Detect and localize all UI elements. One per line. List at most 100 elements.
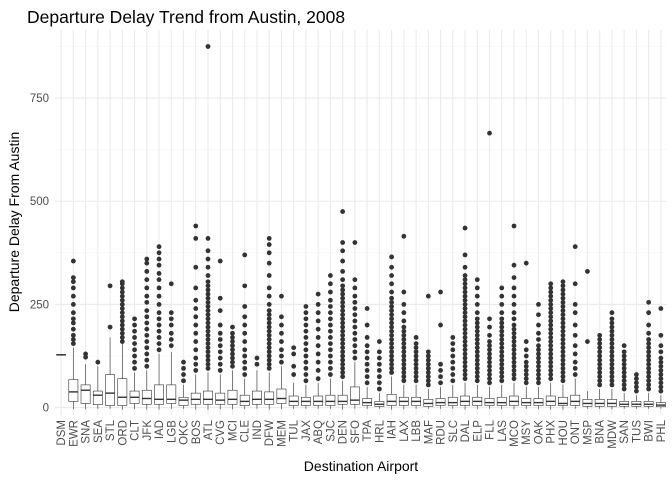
outlier-point	[279, 314, 284, 320]
outlier-point	[413, 335, 419, 340]
outlier-point	[462, 376, 468, 382]
x-tick-label: RDU	[436, 420, 448, 445]
outlier-point	[156, 328, 162, 334]
outlier-point	[413, 365, 419, 371]
outlier-point	[413, 357, 419, 363]
outlier-point	[487, 343, 492, 349]
outlier-point	[572, 372, 578, 377]
outlier-point	[523, 368, 529, 373]
box-san	[619, 343, 630, 409]
outlier-point	[401, 289, 407, 295]
outlier-point	[646, 322, 652, 328]
outlier-point	[205, 248, 211, 254]
outlier-point	[658, 355, 664, 361]
outlier-point	[217, 349, 223, 355]
outlier-point	[205, 44, 211, 49]
outlier-point	[389, 349, 394, 355]
box-mci	[227, 324, 238, 410]
outlier-point	[340, 349, 346, 355]
outlier-point	[511, 372, 517, 377]
x-tick-label: JAX	[301, 420, 313, 441]
outlier-point	[168, 322, 174, 328]
outlier-point	[597, 345, 603, 351]
outlier-point	[119, 310, 125, 316]
outlier-point	[658, 388, 664, 394]
outlier-point	[364, 368, 370, 373]
box-sea	[92, 359, 103, 409]
box-iqr	[496, 396, 507, 406]
outlier-point	[487, 351, 492, 357]
outlier-point	[266, 357, 272, 363]
outlier-point	[132, 359, 137, 365]
box-iqr	[166, 384, 177, 404]
outlier-point	[425, 357, 431, 363]
outlier-point	[523, 380, 529, 386]
outlier-point	[499, 332, 505, 338]
outlier-point	[376, 374, 382, 380]
x-tick-label: IAD	[154, 420, 166, 439]
outlier-point	[646, 310, 652, 316]
outlier-point	[70, 310, 76, 316]
outlier-point	[462, 289, 468, 295]
outlier-point	[474, 328, 480, 334]
outlier-point	[609, 310, 615, 316]
outlier-point	[230, 330, 235, 336]
y-tick-label: 500	[30, 196, 49, 208]
box-bna	[594, 332, 605, 409]
outlier-point	[548, 351, 554, 357]
x-tick-label: SNA	[81, 420, 93, 444]
x-tick-label: MAF	[423, 420, 435, 444]
outlier-point	[658, 376, 664, 382]
outlier-point	[536, 359, 541, 365]
outlier-point	[597, 370, 603, 375]
outlier-point	[523, 347, 529, 353]
outlier-point	[646, 330, 652, 336]
outlier-point	[328, 316, 333, 322]
outlier-point	[462, 351, 468, 357]
outlier-point	[193, 297, 199, 303]
outlier-point	[487, 347, 492, 353]
outlier-point	[658, 372, 664, 377]
outlier-point	[242, 330, 248, 336]
outlier-point	[560, 349, 566, 355]
outlier-point	[560, 295, 566, 301]
outlier-point	[474, 374, 480, 380]
outlier-point	[609, 341, 615, 347]
outlier-point	[230, 363, 235, 369]
outlier-point	[242, 372, 248, 377]
outlier-point	[266, 308, 272, 314]
outlier-point	[389, 337, 394, 342]
outlier-point	[450, 341, 456, 347]
outlier-point	[364, 374, 370, 380]
box-sjc	[325, 273, 336, 409]
outlier-point	[499, 378, 505, 384]
outlier-point	[462, 252, 468, 258]
outlier-point	[193, 347, 199, 353]
x-tick-label: ELP	[472, 420, 484, 442]
box-den	[337, 209, 348, 410]
outlier-point	[315, 343, 321, 349]
outlier-point	[548, 359, 554, 365]
outlier-point	[279, 359, 284, 365]
box-cle	[239, 252, 250, 410]
outlier-point	[462, 330, 468, 336]
outlier-point	[340, 316, 346, 322]
outlier-point	[193, 368, 199, 373]
outlier-point	[487, 339, 492, 344]
outlier-point	[205, 304, 211, 309]
outlier-point	[266, 328, 272, 334]
box-rdu	[435, 289, 446, 409]
outlier-point	[523, 363, 529, 369]
outlier-point	[609, 324, 615, 330]
outlier-point	[646, 299, 652, 305]
outlier-point	[144, 332, 150, 338]
outlier-point	[438, 380, 443, 386]
outlier-point	[205, 320, 211, 326]
outlier-point	[132, 322, 137, 328]
outlier-point	[279, 293, 284, 299]
outlier-point	[389, 328, 394, 334]
outlier-point	[389, 264, 394, 270]
outlier-point	[205, 324, 211, 330]
outlier-point	[340, 337, 346, 342]
outlier-point	[462, 343, 468, 349]
